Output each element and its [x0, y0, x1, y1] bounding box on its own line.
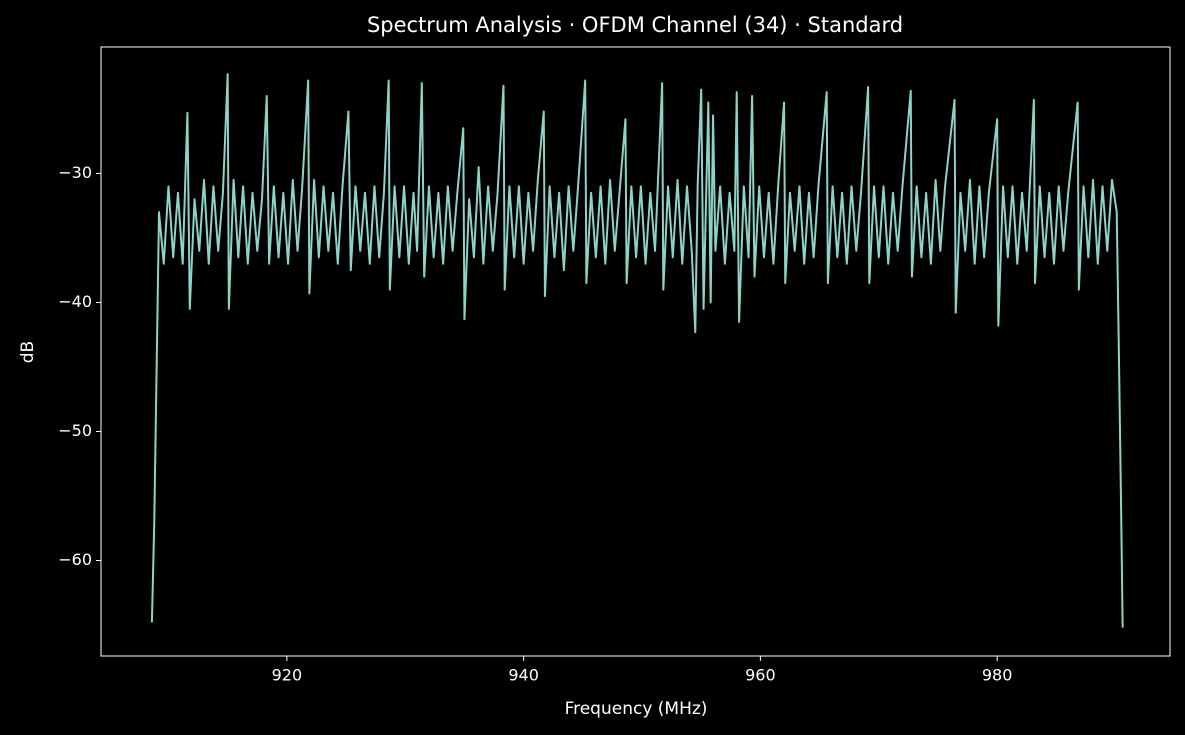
plot-frame	[100, 46, 1171, 657]
chart-title: Spectrum Analysis · OFDM Channel (34) · …	[367, 13, 903, 37]
x-tick-label: 940	[508, 666, 539, 685]
y-tick-label: −50	[58, 421, 92, 440]
y-tick-label: −60	[58, 550, 92, 569]
y-tick-label: −30	[58, 163, 92, 182]
x-axis-label: Frequency (MHz)	[565, 699, 708, 719]
spectrum-line	[150, 73, 1124, 628]
y-axis-label: dB	[18, 341, 38, 363]
x-tick-label: 960	[745, 666, 776, 685]
x-tick-label: 980	[982, 666, 1013, 685]
y-tick-label: −40	[58, 292, 92, 311]
x-tick-label: 920	[272, 666, 303, 685]
